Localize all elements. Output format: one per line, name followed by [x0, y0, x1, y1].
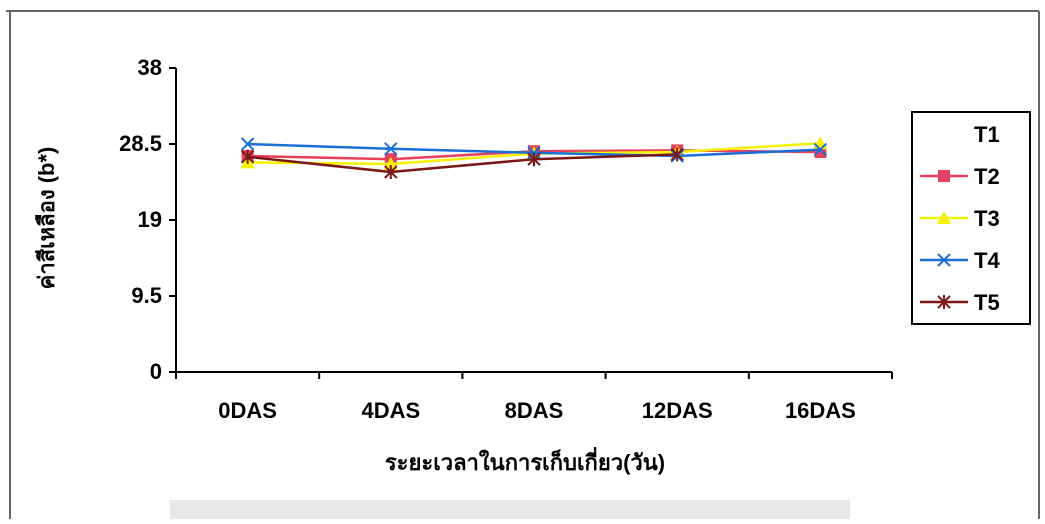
- data-point-t4: [384, 142, 398, 156]
- legend-label-t2: T2: [974, 164, 1000, 189]
- data-point-t5: [670, 147, 684, 162]
- data-point-t3: [383, 157, 398, 170]
- data-point-t4: [813, 142, 828, 157]
- x-tick-label: 8DAS: [505, 398, 564, 423]
- legend-label-t1: T1: [974, 122, 1000, 147]
- y-tick-label: 19: [138, 207, 162, 232]
- data-point-t5: [527, 152, 541, 167]
- y-axis-label: ค่าสีเหลือง (b*): [34, 147, 59, 290]
- x-axis-label: ระยะเวลาในการเก็บเกี่ยว(วัน): [385, 446, 665, 475]
- y-tick-label: 38: [138, 55, 162, 80]
- legend-label-t4: T4: [974, 248, 1000, 273]
- legend-label-t3: T3: [974, 206, 1000, 231]
- legend-marker-t5: [937, 295, 951, 309]
- x-tick-label: 4DAS: [361, 398, 420, 423]
- legend-label-t5: T5: [974, 290, 1000, 315]
- y-tick-label: 28.5: [119, 131, 162, 156]
- x-tick-label: 0DAS: [218, 398, 277, 423]
- data-point-t4: [240, 137, 255, 151]
- legend-marker-t3: [937, 211, 951, 224]
- x-tick-label: 16DAS: [785, 398, 856, 423]
- legend-marker-t2: [938, 170, 950, 182]
- data-point-t5: [240, 149, 255, 164]
- series-line-t5: [247, 153, 678, 174]
- y-tick-label: 9.5: [131, 283, 162, 308]
- y-tick-label: 0: [150, 359, 162, 384]
- x-tick-label: 12DAS: [642, 398, 713, 423]
- bottom-shadow: [170, 500, 850, 519]
- data-point-t5: [384, 165, 398, 179]
- legend-marker-t4: [937, 253, 951, 267]
